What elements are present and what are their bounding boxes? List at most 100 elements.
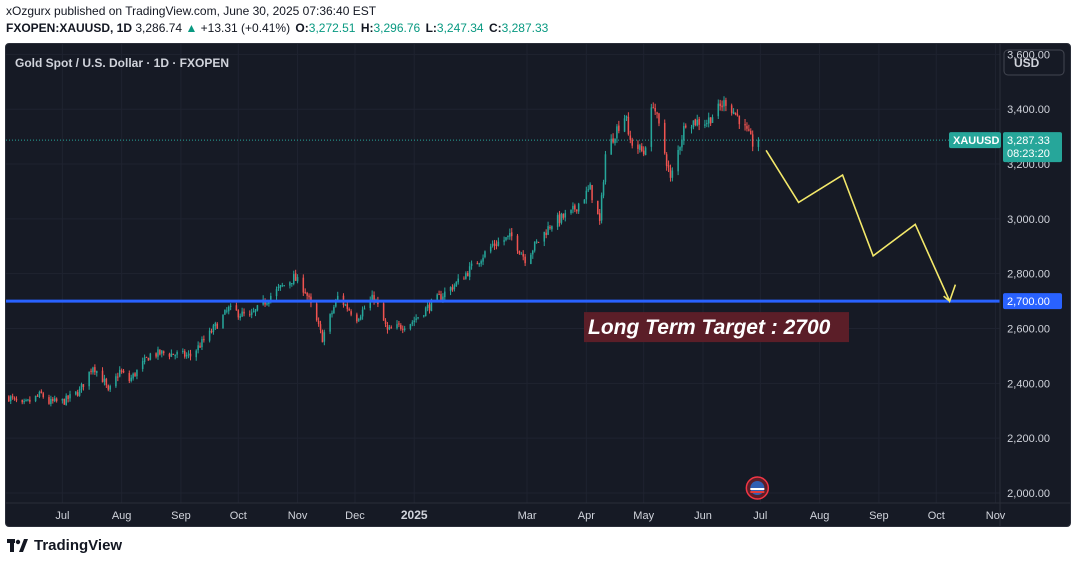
candle-body [476, 263, 479, 265]
candle-body [359, 316, 362, 320]
high-value: 3,296.76 [373, 21, 421, 35]
candle-body [239, 316, 241, 318]
candle-body [13, 397, 16, 399]
candle-body [358, 319, 360, 321]
candle-body [134, 373, 136, 377]
price-chart[interactable]: Gold Spot / U.S. Dollar · 1D · FXOPEN US… [6, 44, 1070, 526]
x-tick-label: 2025 [401, 508, 428, 522]
candle-body [751, 134, 754, 147]
x-tick-label: Aug [810, 510, 830, 522]
candle-body [161, 350, 163, 354]
price-change: +13.31 (+0.41%) [200, 21, 291, 35]
candle-body [67, 395, 69, 399]
candle-body [426, 304, 429, 308]
candle-body [120, 370, 123, 372]
author[interactable]: xOzgurx [6, 4, 51, 18]
candle-body [296, 277, 299, 282]
candle-body [292, 274, 295, 284]
candle-body [723, 100, 725, 107]
grid-lines [6, 44, 1000, 503]
us-flag-event-icon[interactable] [745, 476, 770, 500]
candle-body [208, 330, 211, 341]
y-tick-label: 2,400.00 [1007, 378, 1050, 390]
candle-body [706, 123, 708, 125]
candles [8, 96, 760, 407]
candle-body [143, 357, 146, 363]
candle-body [683, 126, 685, 141]
candle-body [361, 309, 364, 317]
candle-body [291, 282, 293, 284]
candle-body [371, 294, 373, 301]
ohlc-line: FXOPEN:XAUUSD, 1D 3,286.74 ▲ +13.31 (+0.… [6, 20, 548, 37]
candle-body [610, 138, 612, 155]
candle-body [537, 241, 540, 243]
candle-body [277, 287, 280, 289]
x-tick-label: Mar [518, 510, 537, 522]
candle-body [400, 325, 402, 329]
candle-body [520, 253, 523, 255]
candle-body [401, 328, 404, 330]
candle-body [382, 303, 385, 321]
candle-body [222, 314, 224, 329]
projection-path[interactable] [765, 149, 957, 304]
candle-body [283, 285, 285, 287]
candle-body [677, 149, 679, 172]
candle-body [53, 398, 56, 402]
candle-body [172, 353, 175, 355]
candle-body [495, 244, 498, 246]
candle-body [270, 295, 272, 302]
candle-body [522, 253, 524, 257]
candle-body [560, 213, 563, 223]
chart-header: xOzgurx published on TradingView.com, Ju… [6, 3, 548, 37]
candle-body [667, 165, 670, 168]
candle-body [162, 351, 165, 354]
candle-body [440, 294, 442, 300]
candle-body [36, 395, 39, 397]
level-tag-value: 2,700.00 [1007, 296, 1050, 308]
candle-body [463, 278, 465, 280]
candle-body [201, 338, 203, 348]
tradingview-brand[interactable]: TradingView [34, 537, 123, 554]
candle-body [497, 241, 500, 246]
x-tick-label: Oct [928, 510, 945, 522]
candle-body [155, 353, 157, 357]
candle-body [63, 399, 66, 405]
candle-body [478, 263, 481, 265]
candle-body [403, 328, 406, 330]
candle-body [130, 377, 132, 382]
candle-body [170, 353, 173, 357]
candle-body [101, 370, 104, 383]
candle-body [103, 378, 106, 382]
candle-body [182, 351, 184, 353]
price-axis[interactable]: 2,000.00 2,200.00 2,400.00 2,600.00 2,800.00… [999, 44, 1050, 526]
close-label: C: [488, 21, 502, 35]
x-tick-label: Aug [112, 510, 132, 522]
candle-body [665, 154, 668, 166]
candle-body [642, 150, 645, 155]
y-tick-label: 2,000.00 [1007, 488, 1050, 500]
candle-body [212, 325, 215, 332]
candle-body [738, 115, 741, 125]
candle-body [558, 214, 561, 224]
candle-body [629, 135, 632, 140]
candle-body [757, 140, 760, 147]
x-tick-label: Sep [869, 510, 889, 522]
candle-body [627, 116, 630, 135]
candle-body [470, 263, 473, 266]
time-axis[interactable]: Jul Aug Sep Oct Nov Dec 2025 Mar Apr May Jun Jul Aug… [6, 502, 1070, 522]
candle-body [304, 291, 306, 293]
chart-panel[interactable]: Gold Spot / U.S. Dollar · 1D · FXOPEN US… [5, 43, 1071, 527]
candle-body [396, 324, 398, 329]
candle-body [331, 312, 333, 315]
target-annotation[interactable]: Long Term Target : 2700 [584, 312, 849, 343]
candle-body [344, 304, 347, 306]
candle-body [92, 367, 94, 373]
currency-button[interactable]: USD [1003, 49, 1065, 76]
candle-body [319, 324, 322, 330]
candle-body [11, 396, 14, 398]
candle-body [128, 373, 131, 382]
candle-body [25, 400, 27, 402]
candle-body [746, 126, 748, 129]
candle-body [65, 395, 67, 406]
candle-body [734, 112, 737, 115]
